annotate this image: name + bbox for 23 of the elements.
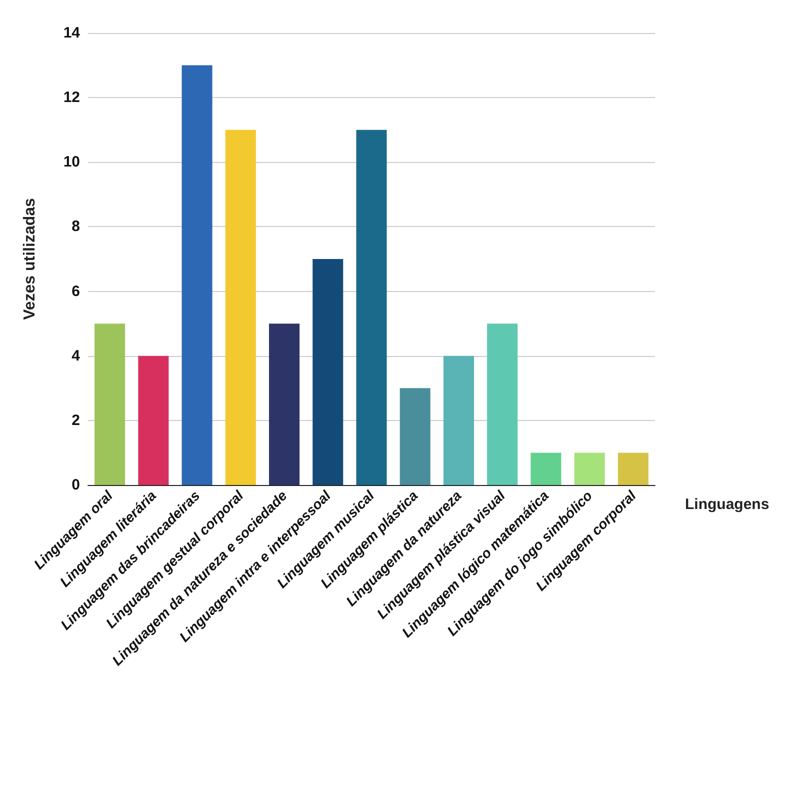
bar (138, 356, 169, 485)
bar (269, 324, 300, 485)
bar (530, 452, 562, 485)
y-tick-label: 6 (72, 282, 80, 300)
y-tick-label: 2 (72, 412, 80, 429)
bar (574, 452, 605, 485)
bar (487, 324, 518, 485)
bar (400, 388, 430, 485)
y-axis-title: Vezes utilizadas (22, 198, 38, 320)
bar (312, 259, 344, 485)
bar (618, 452, 648, 485)
y-tick-label: 10 (63, 154, 80, 171)
bar (225, 130, 256, 485)
bar (443, 356, 474, 485)
y-tick-label: 12 (63, 89, 80, 106)
bar (182, 65, 212, 485)
bar (94, 324, 126, 485)
y-tick-label: 8 (72, 218, 80, 236)
y-tick-label: 14 (63, 24, 81, 42)
x-axis-title: Linguagens (685, 496, 770, 513)
y-tick-label: 0 (72, 476, 80, 494)
bar (356, 130, 387, 485)
y-tick-label: 4 (72, 347, 81, 364)
